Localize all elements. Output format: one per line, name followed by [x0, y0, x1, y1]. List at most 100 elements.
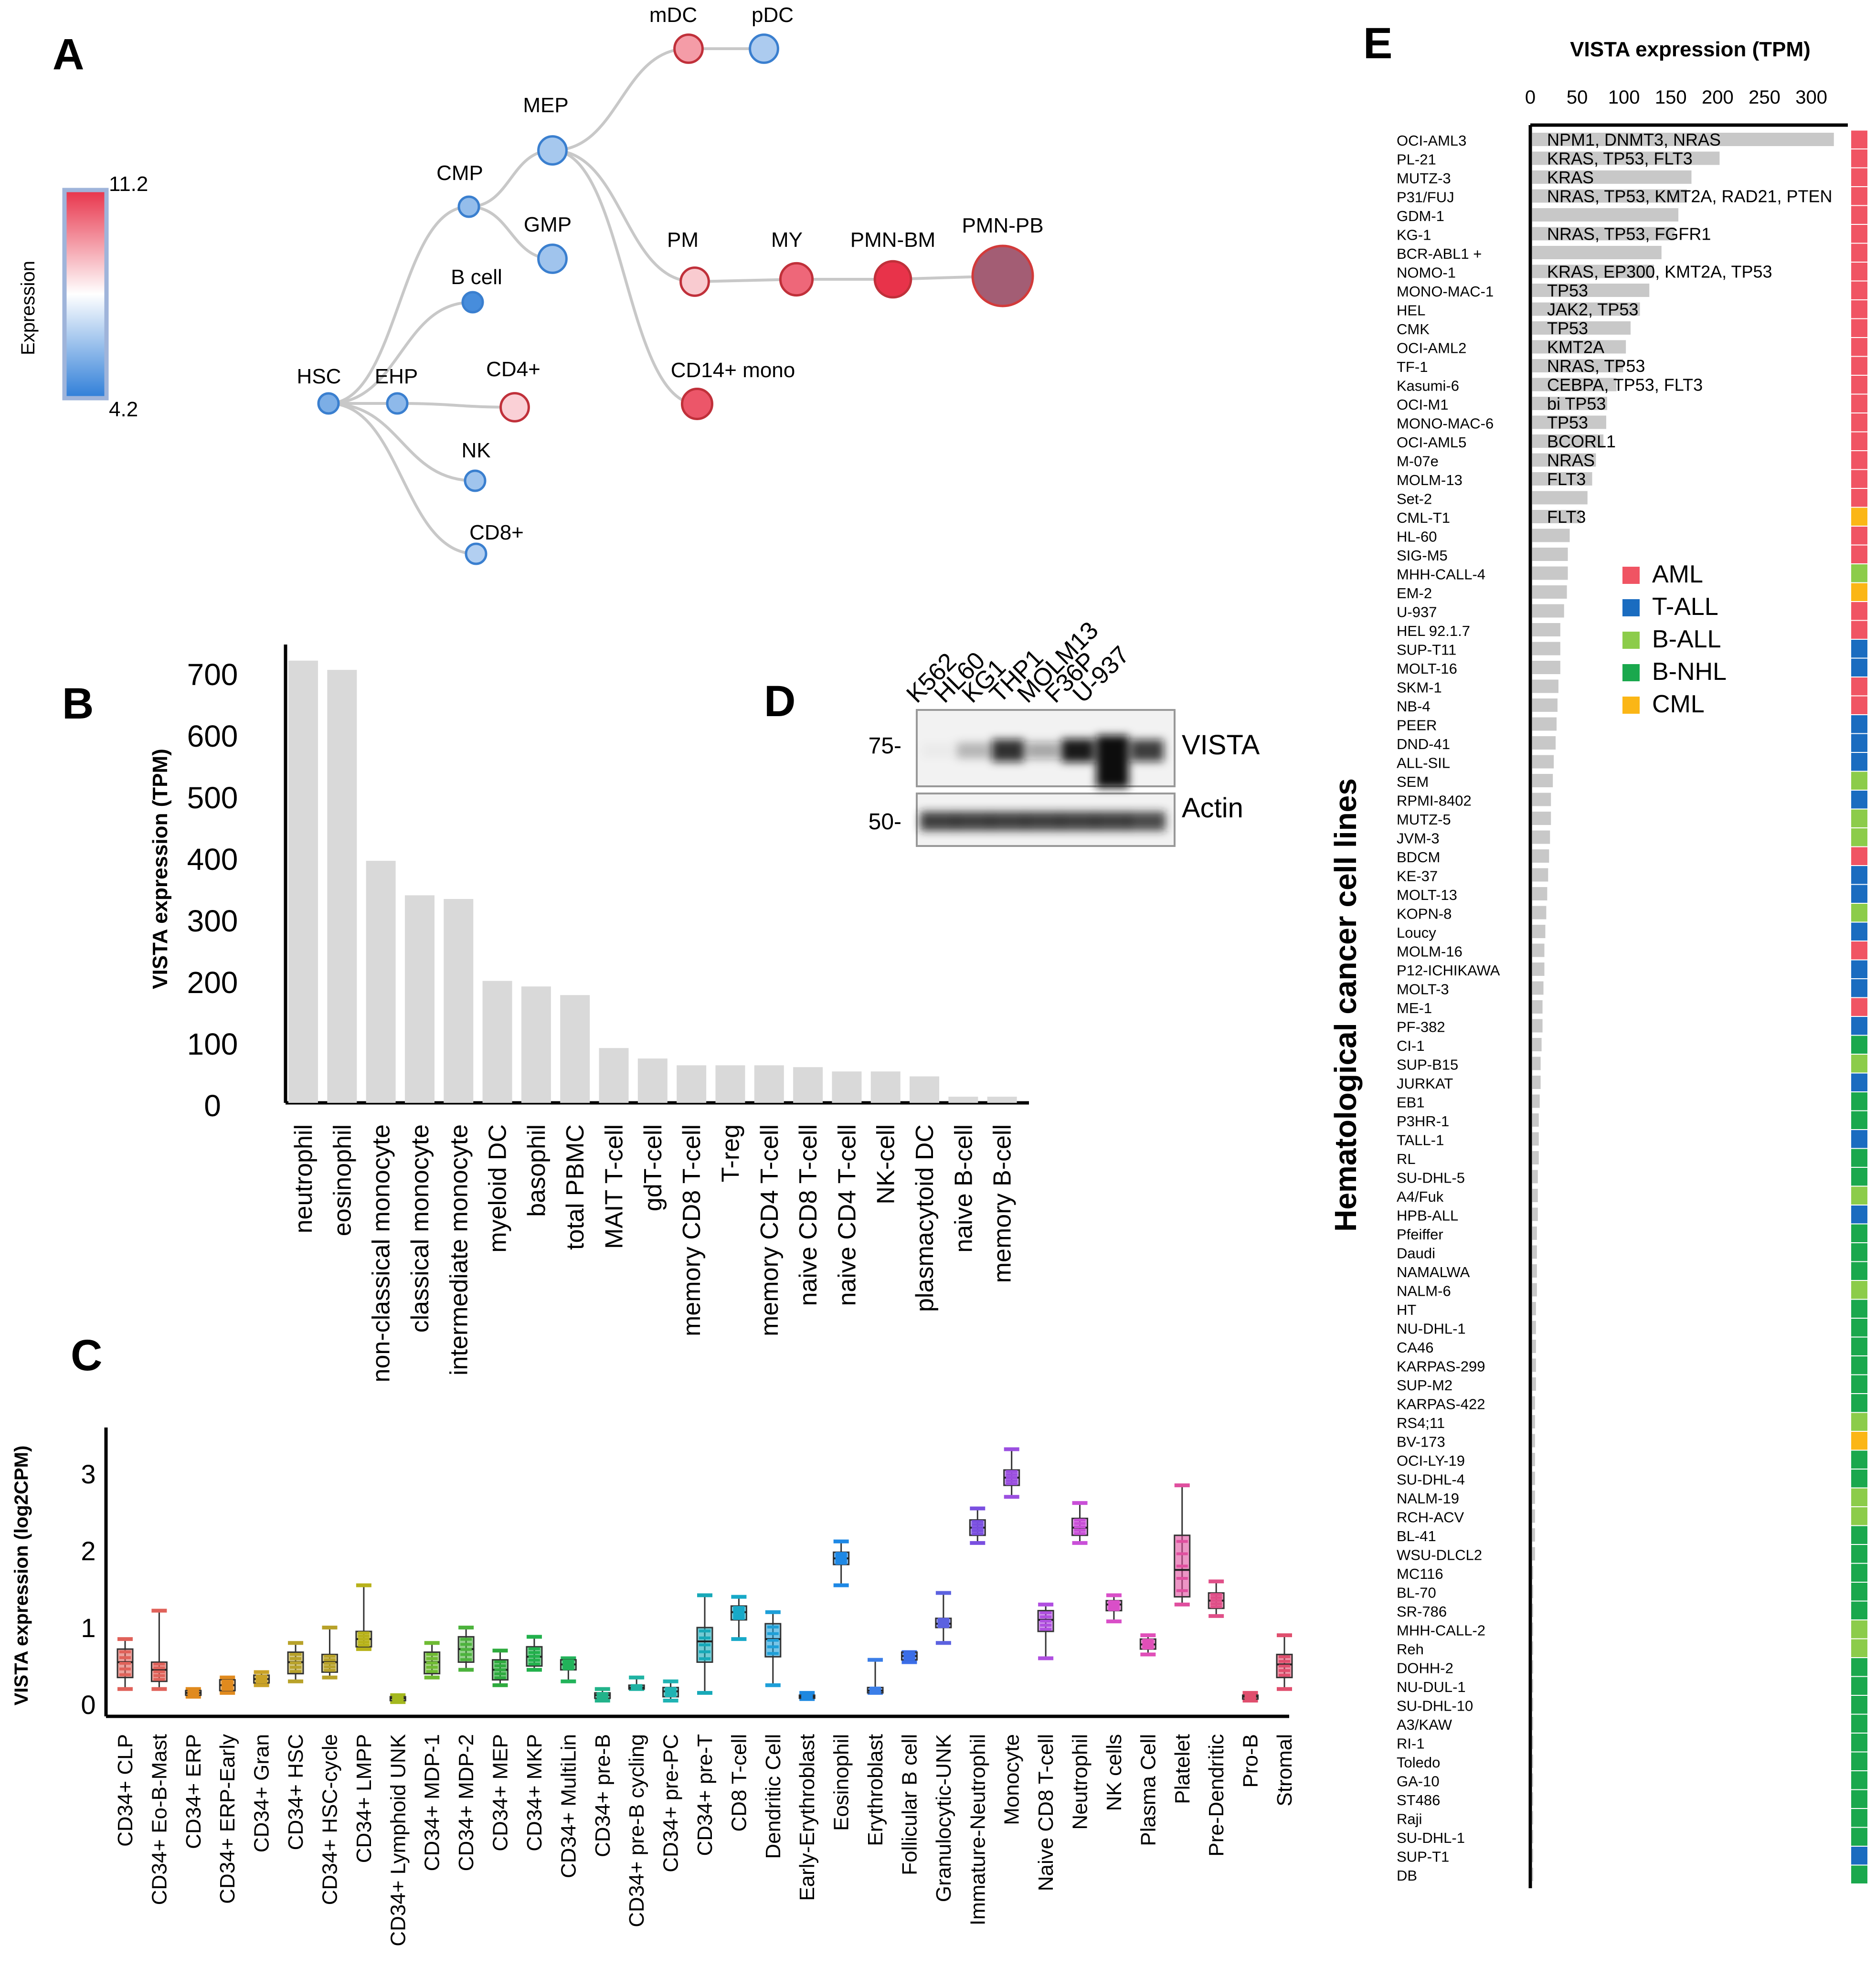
legend-swatch-t-all: [1622, 599, 1640, 616]
cell-line-label-u-937-25: U-937: [1397, 604, 1437, 621]
x-tick-label-cd34-eo-b-mast: CD34+ Eo-B-Mast: [148, 1734, 171, 1905]
cell-line-label-bv-173-69: BV-173: [1397, 1434, 1445, 1450]
colorbar-max-label: 11.2: [109, 172, 148, 196]
mutation-label-p31-fuj-3: NRAS, TP53, KMT2A, RAD21, PTEN: [1547, 187, 1833, 206]
type-cell-loucy-42: [1850, 921, 1868, 941]
x-tick-label-naive-b-cell: naive B-cell: [950, 1124, 977, 1253]
panel-e-bars: OCI-AML3 NPM1, DNMT3, NRAS PL-21 KRAS, TP53…: [1397, 129, 1868, 1884]
x-tick-label-cd34-lmpp: CD34+ LMPP: [352, 1734, 376, 1863]
bar-dnd-41-32: [1532, 736, 1556, 750]
lineage-nodes: HSC EHP CMP MEP GMP mDC pDC B cell CD4+ NK CD8+ PM M…: [297, 3, 1044, 565]
type-cell-sup-m2-66: [1850, 1374, 1868, 1394]
cell-line-label-eb1-51: EB1: [1397, 1094, 1425, 1111]
type-cell-molm-16-43: [1850, 941, 1868, 961]
cell-line-label-kg-1-5: KG-1: [1397, 227, 1431, 243]
x-tick-label-cd34-pre-b-cycling: CD34+ pre-B cycling: [625, 1734, 648, 1927]
y-tick-label-700: 700: [187, 657, 238, 692]
type-cell-hpb-all-57: [1850, 1205, 1868, 1225]
cell-line-label-molt-3-45: MOLT-3: [1397, 981, 1449, 998]
bar-u-937-25: [1532, 604, 1564, 618]
node-nk: [464, 469, 487, 492]
type-cell-gdm-1-4: [1850, 205, 1868, 225]
bar-non-classical-monocyte: [366, 861, 396, 1103]
bar-neutrophil: [288, 660, 318, 1103]
type-cell-nu-dul-1-82: [1850, 1676, 1868, 1696]
bar-oci-aml2-11: [1532, 340, 1626, 354]
actin-bands: [920, 812, 1166, 831]
type-cell-su-dhl-4-71: [1850, 1469, 1868, 1489]
legend-label-t-all: T-ALL: [1652, 593, 1718, 621]
cell-line-label-su-dhl-5-55: SU-DHL-5: [1397, 1170, 1465, 1186]
vista-band-thp1: [1027, 742, 1059, 759]
box-cd34-gran: [253, 1670, 270, 1687]
box-neutrophil: [1071, 1501, 1089, 1545]
x-tick-label-pro-b: Pro-B: [1239, 1734, 1262, 1787]
node-label-cd8: CD8+: [469, 521, 524, 544]
bar-ci-1-48: [1532, 1038, 1542, 1051]
node-mep: [537, 135, 568, 166]
type-cell-rs4-11-68: [1850, 1412, 1868, 1432]
type-cell-dnd-41-32: [1850, 733, 1868, 753]
type-cell-hel-92-1-7-26: [1850, 620, 1868, 640]
box-pre-dendritic: [1208, 1579, 1225, 1618]
x-tick-label-stromal: Stromal: [1273, 1734, 1296, 1807]
type-cell-bdcm-38: [1850, 846, 1868, 866]
y-tick-label-300: 300: [187, 904, 238, 938]
cell-line-label-sr-786-78: SR-786: [1397, 1603, 1447, 1620]
mutation-label-cmk-10: TP53: [1547, 318, 1588, 338]
bar-ri-1-85: [1532, 1735, 1533, 1749]
actin-band-u-937: [1129, 812, 1166, 831]
bar-p3hr-1-52: [1532, 1113, 1539, 1127]
cell-line-label-p31-fuj-3: P31/FUJ: [1397, 189, 1454, 206]
type-cell-tall-1-53: [1850, 1129, 1868, 1149]
type-cell-mono-mac-6-15: [1850, 412, 1868, 433]
x-tick-label-dendritic-cell: Dendritic Cell: [762, 1734, 785, 1859]
cell-line-label-karpas-299-65: KARPAS-299: [1397, 1358, 1485, 1375]
lineage-edges: [328, 47, 1003, 555]
bar-m-07e-17: [1532, 453, 1596, 467]
actin-band-hl60: [955, 812, 991, 831]
panel-a-label: A: [53, 30, 84, 79]
node-label-bcell: B cell: [451, 265, 502, 289]
cell-line-label-a3-kaw-84: A3/KAW: [1397, 1716, 1452, 1733]
vista-bands: [957, 735, 1164, 788]
type-cell-toledo-86: [1850, 1751, 1868, 1771]
bar-molt-3-45: [1532, 981, 1544, 995]
cell-line-label-rch-acv-73: RCH-ACV: [1397, 1509, 1464, 1526]
x-tick-label-cd34-mdp-1: CD34+ MDP-1: [421, 1734, 444, 1871]
box-cd34-pre-pc: [662, 1679, 679, 1703]
bar-nomo-1-7: [1532, 264, 1654, 278]
cell-line-label-su-dhl-10-83: SU-DHL-10: [1397, 1698, 1473, 1714]
cell-line-label-mc116-76: MC116: [1397, 1565, 1443, 1582]
bar-skm-1-29: [1532, 679, 1558, 693]
type-cell-sup-t11-27: [1850, 639, 1868, 659]
vista-band-f36p: [1096, 735, 1129, 788]
cell-line-label-bl-41-74: BL-41: [1397, 1528, 1436, 1544]
bar-ga-10-87: [1532, 1773, 1533, 1787]
bar-sig-m5-22: [1532, 548, 1568, 561]
cell-line-label-dohh-2-81: DOHH-2: [1397, 1660, 1453, 1677]
node-cmp: [457, 195, 480, 218]
bar-daudi-59: [1532, 1245, 1537, 1259]
node-label-cd14: CD14+ mono: [671, 359, 795, 382]
type-cell-oci-aml2-11: [1850, 337, 1868, 357]
bar-naive-cd8-t-cell: [793, 1067, 823, 1103]
bar-ca46-64: [1532, 1340, 1536, 1353]
cell-line-label-jvm-3-37: JVM-3: [1397, 830, 1440, 847]
type-cell-kg-1-5: [1850, 224, 1868, 244]
bar-hel-92-1-7-26: [1532, 623, 1560, 636]
box-cd34-mdp-1: [424, 1641, 441, 1680]
box-granulocytic-unk: [935, 1591, 952, 1645]
mutation-label-molm-13-18: FLT3: [1547, 469, 1586, 489]
type-cell-ca46-64: [1850, 1336, 1868, 1356]
type-cell-ht-62: [1850, 1299, 1868, 1319]
node-label-ehp: EHP: [375, 365, 418, 388]
bar-pl-21-1: [1532, 151, 1720, 165]
bar-tf-1-12: [1532, 359, 1623, 372]
mutation-label-mono-mac-1-8: TP53: [1547, 281, 1588, 300]
cell-line-label-cml-t1-20: CML-T1: [1397, 509, 1450, 526]
node-cd14: [681, 388, 713, 420]
type-cell-nalm-19-72: [1850, 1487, 1868, 1507]
bar-mhh-call-2-79: [1532, 1622, 1533, 1636]
type-cell-nb-4-30: [1850, 695, 1868, 715]
